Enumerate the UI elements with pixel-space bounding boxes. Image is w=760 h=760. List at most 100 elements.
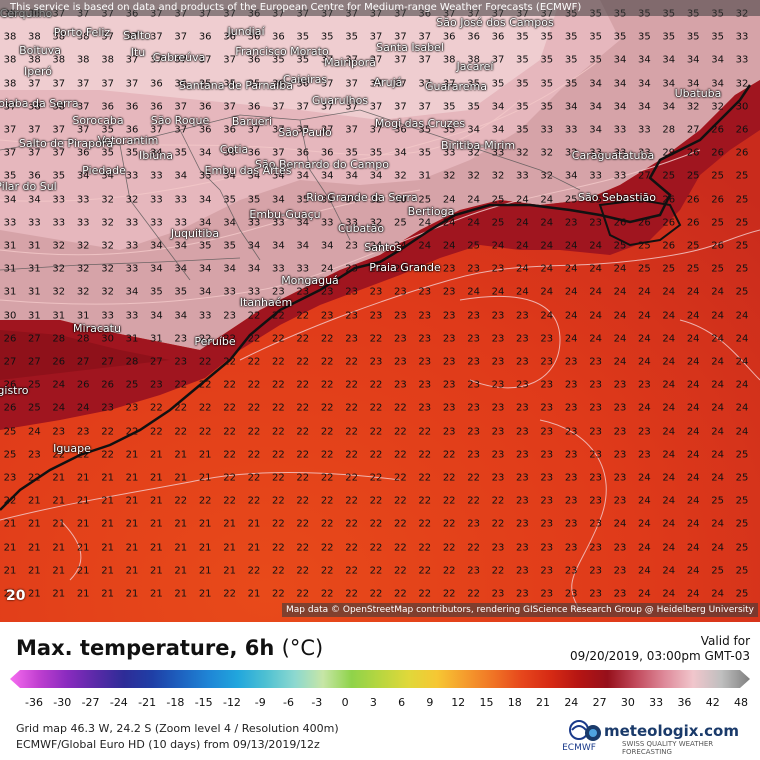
grid-value: 25 <box>711 263 724 275</box>
grid-value: 22 <box>247 472 261 484</box>
grid-value: 23 <box>491 449 505 461</box>
grid-value: 23 <box>491 402 505 414</box>
grid-value: 22 <box>223 379 236 391</box>
grid-value: 35 <box>345 147 358 159</box>
grid-value: 26 <box>686 147 700 159</box>
grid-value: 37 <box>394 31 407 43</box>
grid-value: 33 <box>613 147 627 159</box>
title-text: Max. temperature, 6h <box>16 636 275 660</box>
grid-value: 23 <box>150 379 163 391</box>
grid-value: 35 <box>686 31 700 43</box>
grid-value: 22 <box>320 472 334 484</box>
scale-tick-label: 6 <box>398 696 406 709</box>
meteologix-brand[interactable]: meteologix.com <box>604 722 739 740</box>
grid-value: 33 <box>638 147 651 159</box>
grid-value: 25 <box>711 495 724 507</box>
grid-value: 34 <box>613 101 627 113</box>
grid-value: 26 <box>735 124 749 136</box>
map-attribution[interactable]: Map data © OpenStreetMap contributors, r… <box>282 603 758 617</box>
grid-value: 24 <box>540 286 554 298</box>
grid-value: 24 <box>613 263 627 275</box>
grid-value: 24 <box>540 217 554 229</box>
grid-value: 28 <box>662 124 676 136</box>
grid-value: 32 <box>52 240 66 252</box>
grid-value: 30 <box>394 194 407 206</box>
grid-value: 23 <box>540 426 554 438</box>
grid-value: 22 <box>394 402 407 414</box>
grid-value: 32 <box>76 286 90 298</box>
grid-value: 37 <box>320 101 334 113</box>
grid-value: 23 <box>589 542 602 554</box>
grid-value: 36 <box>247 54 261 66</box>
grid-value: 21 <box>174 449 188 461</box>
grid-value: 23 <box>613 588 627 600</box>
temperature-map[interactable]: 35 36 37 37 37 36 37 37 37 37 36 37 37 37 37 37 37 36 37 37… <box>0 0 760 622</box>
grid-value: 26 <box>613 194 627 206</box>
grid-value: 22 <box>174 379 188 391</box>
grid-value: 33 <box>638 124 651 136</box>
grid-value: 34 <box>198 194 212 206</box>
grid-value: 22 <box>345 472 358 484</box>
grid-value: 25 <box>735 565 749 577</box>
grid-value: 36 <box>150 78 163 90</box>
grid-value: 25 <box>735 240 749 252</box>
grid-value: 34 <box>345 170 358 182</box>
grid-value: 21 <box>76 565 90 577</box>
grid-value: 27 <box>150 356 163 368</box>
grid-value: 33 <box>345 217 358 229</box>
grid-value: 22 <box>296 542 310 554</box>
grid-value: 35 <box>540 78 554 90</box>
grid-value: 33 <box>125 240 139 252</box>
grid-value: 37 <box>28 147 41 159</box>
grid-value: 24 <box>662 449 676 461</box>
grid-value: 24 <box>686 310 700 322</box>
grid-value: 36 <box>28 170 41 182</box>
grid-value: 36 <box>223 124 236 136</box>
grid-value: 23 <box>345 333 358 345</box>
grid-value: 24 <box>564 310 578 322</box>
grid-value: 34 <box>564 170 578 182</box>
grid-value: 23 <box>467 402 480 414</box>
grid-value: 26 <box>686 194 700 206</box>
grid-value: 21 <box>52 495 66 507</box>
grid-value: 22 <box>223 426 236 438</box>
grid-value: 23 <box>540 472 554 484</box>
grid-value: 24 <box>613 333 627 345</box>
map-title: Max. temperature, 6h (°C) <box>16 636 323 660</box>
grid-value: 34 <box>662 54 676 66</box>
grid-value: 22 <box>198 402 212 414</box>
grid-value: 37 <box>418 31 432 43</box>
grid-value: 35 <box>369 147 383 159</box>
grid-value: 23 <box>613 495 627 507</box>
grid-value: 37 <box>174 31 188 43</box>
grid-value: 22 <box>320 333 334 345</box>
grid-value: 22 <box>296 379 310 391</box>
grid-value: 35 <box>442 101 456 113</box>
grid-value: 37 <box>296 124 310 136</box>
grid-value: 23 <box>516 565 529 577</box>
grid-value: 34 <box>150 310 163 322</box>
grid-value: 32 <box>735 78 749 90</box>
place-label: Bertioga <box>407 205 455 218</box>
grid-value: 36 <box>198 101 212 113</box>
grid-value: 23 <box>101 402 114 414</box>
grid-value: 23 <box>491 542 505 554</box>
grid-value: 26 <box>711 240 724 252</box>
grid-value: 23 <box>345 310 358 322</box>
grid-value: 21 <box>101 565 114 577</box>
grid-value: 36 <box>272 78 285 90</box>
scale-tick-label: -6 <box>283 696 294 709</box>
grid-value: 23 <box>345 286 358 298</box>
grid-value: 33 <box>125 263 139 275</box>
grid-value: 21 <box>198 565 212 577</box>
grid-value: 22 <box>394 565 407 577</box>
grid-value: 35 <box>516 54 529 66</box>
grid-value: 24 <box>638 333 651 345</box>
grid-value: 23 <box>589 565 602 577</box>
grid-value: 22 <box>345 518 358 530</box>
grid-value: 23 <box>174 356 188 368</box>
grid-value: 24 <box>467 286 480 298</box>
grid-value: 22 <box>418 518 432 530</box>
grid-value: 22 <box>198 495 212 507</box>
grid-value: 33 <box>76 194 90 206</box>
